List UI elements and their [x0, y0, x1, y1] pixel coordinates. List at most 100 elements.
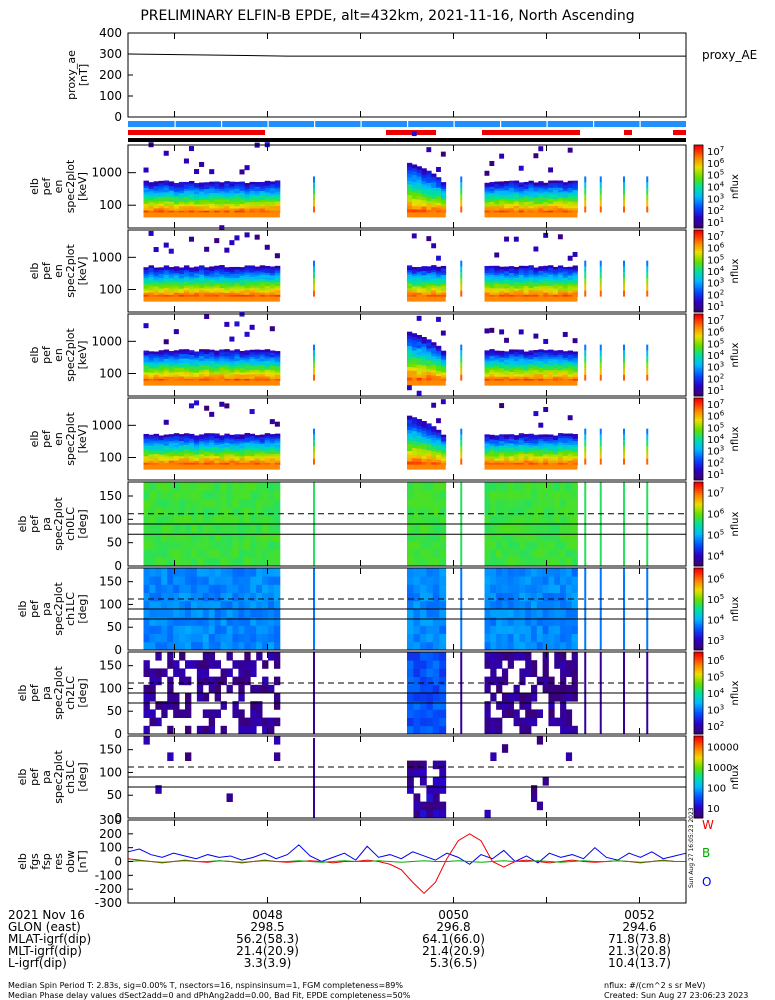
spectro-cell — [173, 367, 180, 371]
pa-cell — [262, 584, 269, 593]
spectro-cell — [269, 458, 276, 461]
pa-cell — [173, 617, 180, 626]
pa-cell — [542, 660, 549, 669]
pa-cell — [565, 725, 573, 735]
spectro-cell — [234, 455, 240, 459]
colorbar-tick-exp: 1 — [720, 300, 724, 308]
spectro-cell — [548, 443, 554, 446]
pa-cell — [238, 660, 245, 669]
colorbar-tick: 104 — [707, 613, 725, 626]
spectro-cell — [254, 351, 261, 355]
spectro-cell — [411, 294, 418, 298]
spectro-cell — [264, 351, 271, 355]
spectro-cell — [199, 355, 205, 359]
spectro-cell — [518, 439, 525, 443]
spectro-cell — [259, 274, 266, 277]
spectro-cell — [234, 358, 240, 361]
pa-cell — [407, 592, 414, 602]
pa-cell — [432, 625, 440, 634]
spectro-cell — [173, 281, 180, 285]
pa-cell — [214, 540, 221, 550]
pa-cell — [525, 600, 532, 610]
spectro-cell — [504, 436, 510, 440]
colorbar-cell — [694, 538, 703, 542]
spectro-cell — [254, 275, 261, 278]
spectro-cell — [178, 444, 185, 448]
spectro-cell — [219, 289, 225, 293]
spectro-cell — [194, 288, 200, 291]
spectro-cell — [504, 359, 510, 363]
spectro-spike — [599, 284, 602, 291]
pa-cell — [202, 592, 210, 602]
pa-cell — [226, 576, 233, 585]
spectro-cell — [504, 288, 510, 291]
pa-cell — [536, 549, 544, 558]
spectro-cell — [148, 182, 155, 185]
spectro-cell — [188, 183, 195, 186]
spectro-cell — [249, 451, 256, 455]
spectro-cell — [411, 283, 418, 287]
spectro-cell — [153, 275, 160, 279]
spectro-cell — [494, 365, 500, 369]
spectro-cell — [416, 341, 422, 346]
pa-cell — [232, 482, 239, 491]
ylabel-line: spec2plot — [64, 159, 77, 213]
pa-cell — [426, 684, 434, 694]
spectro-spike — [623, 206, 625, 213]
pa-cell — [432, 709, 440, 718]
spectro-cell — [229, 462, 235, 466]
spectro-cell — [513, 182, 520, 186]
colorbar-cell — [694, 303, 703, 307]
spectro-cell — [259, 267, 266, 271]
pa-cell — [196, 641, 204, 651]
spectro-cell — [513, 369, 520, 373]
spectro-cell — [499, 185, 505, 189]
spectro-cell — [194, 460, 200, 463]
pa-cell — [149, 600, 156, 610]
spectro-cell — [188, 453, 195, 457]
pa-cell — [167, 609, 174, 618]
spectro-cell — [513, 456, 520, 459]
spectro-cell — [431, 201, 437, 205]
spectro-cell — [499, 208, 505, 211]
pa-cell — [531, 490, 538, 500]
spectro-cell — [264, 290, 271, 293]
spectro-cell — [153, 451, 160, 455]
spectro-cell — [484, 265, 490, 269]
spectro-cell — [528, 369, 534, 373]
spectro-cell — [538, 378, 544, 382]
spectro-cell — [407, 436, 413, 441]
pa-cell — [490, 540, 497, 550]
spectro-cell — [440, 357, 447, 360]
spectro-cell — [489, 451, 495, 455]
pa-cell — [519, 641, 526, 651]
pa-cell — [519, 609, 526, 618]
spectro-cell — [209, 451, 215, 454]
pa-cell — [250, 617, 257, 626]
pa-cell — [426, 584, 434, 593]
spectro-cell — [183, 210, 190, 213]
spectro-cell — [436, 277, 442, 280]
spectro-cell — [528, 201, 534, 204]
pa-cell — [525, 498, 532, 508]
spectro-cell — [436, 439, 442, 443]
spectro-cell — [538, 281, 544, 284]
pa-cell — [202, 507, 210, 516]
spectro-cell — [513, 273, 520, 276]
spectro-spike — [584, 260, 587, 267]
pa-cell — [542, 633, 549, 643]
pa-cell — [531, 600, 538, 610]
spectro-cell — [209, 268, 215, 272]
pa-cell — [214, 576, 221, 585]
spectro-cell — [567, 462, 574, 466]
spectro-cell — [214, 188, 220, 191]
ylabel-line: en — [52, 264, 65, 278]
spectro-cell — [553, 279, 559, 283]
spectro-cell — [183, 457, 190, 461]
spectro-cell — [224, 433, 230, 437]
colorbar-cell — [694, 598, 703, 602]
spectro-cell — [229, 294, 235, 298]
spectro-cell — [163, 272, 170, 275]
spectro-cell — [499, 281, 505, 285]
spectro-cell — [528, 185, 534, 188]
